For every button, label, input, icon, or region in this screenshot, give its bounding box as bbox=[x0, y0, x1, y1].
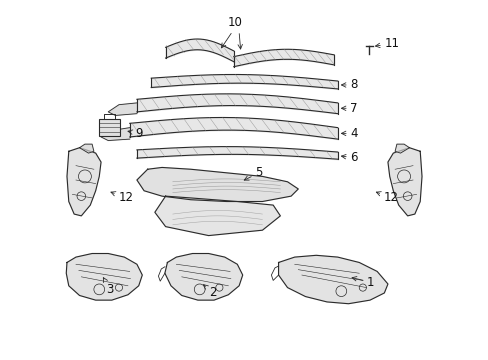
Text: 1: 1 bbox=[351, 276, 374, 289]
Text: 11: 11 bbox=[375, 37, 399, 50]
Polygon shape bbox=[394, 144, 408, 153]
Text: 12: 12 bbox=[376, 192, 398, 204]
Text: 10: 10 bbox=[227, 17, 243, 30]
Polygon shape bbox=[101, 128, 129, 140]
Polygon shape bbox=[278, 255, 387, 304]
Text: 5: 5 bbox=[244, 166, 262, 180]
Text: 12: 12 bbox=[111, 192, 133, 204]
Text: 9: 9 bbox=[128, 127, 142, 140]
Polygon shape bbox=[155, 196, 280, 235]
Bar bbox=[99, 119, 120, 136]
Text: 6: 6 bbox=[341, 151, 357, 164]
Text: 8: 8 bbox=[341, 78, 357, 91]
Text: 4: 4 bbox=[341, 127, 357, 140]
Text: 3: 3 bbox=[103, 278, 114, 296]
Polygon shape bbox=[137, 167, 298, 202]
Text: 2: 2 bbox=[203, 285, 216, 300]
Polygon shape bbox=[108, 103, 137, 116]
Polygon shape bbox=[67, 148, 101, 216]
Text: 7: 7 bbox=[341, 102, 357, 115]
Polygon shape bbox=[164, 253, 242, 300]
Polygon shape bbox=[66, 253, 142, 300]
Polygon shape bbox=[80, 144, 94, 153]
Polygon shape bbox=[387, 148, 421, 216]
